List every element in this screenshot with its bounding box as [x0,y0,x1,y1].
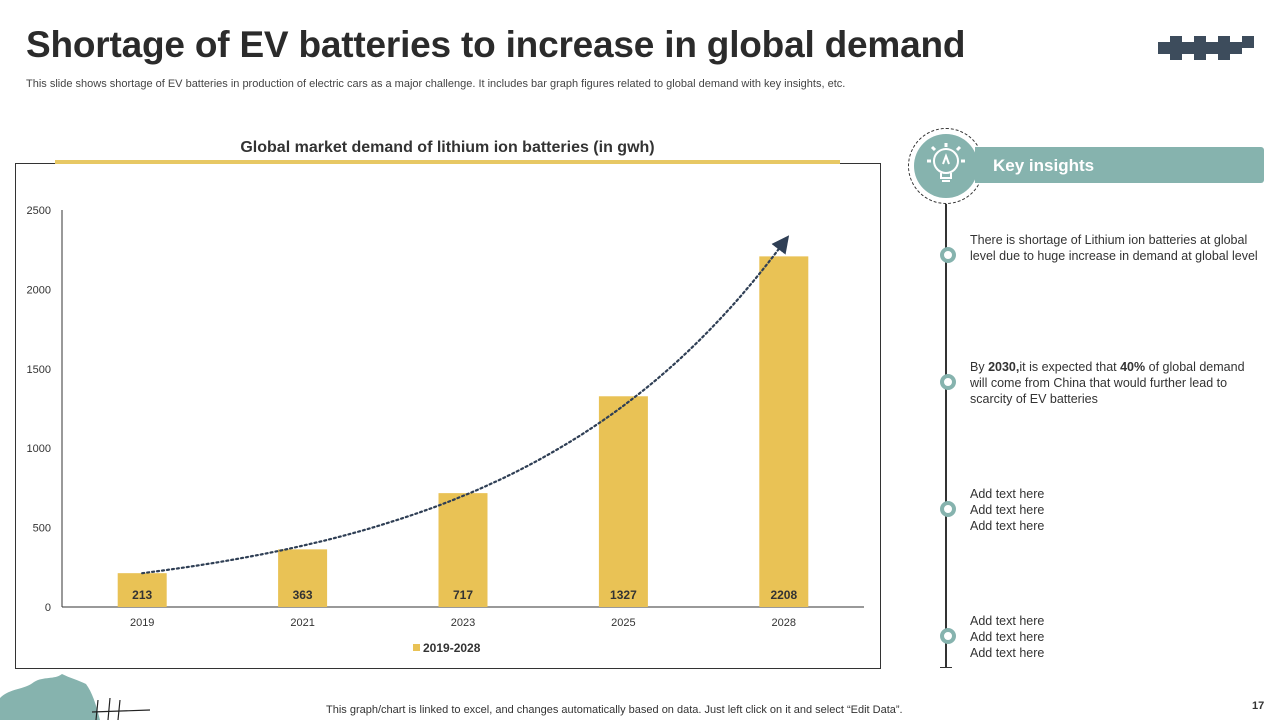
key-insights-title: Key insights [993,156,1095,175]
insight-4-line[interactable]: Add text here [970,646,1045,660]
chart-title: Global market demand of lithium ion batt… [240,139,655,156]
key-insights-header: Key insights [975,147,1264,183]
insights-icon-circle [914,134,978,198]
insight-2-percent: 40% [1120,360,1146,374]
insight-3-line[interactable]: Add text here [970,487,1045,501]
trendline [141,235,790,575]
x-tick-label: 2025 [611,617,635,629]
bar[interactable] [278,549,328,607]
timeline-end-tick [940,667,952,668]
timeline-dot [940,247,956,263]
y-tick-label: 0 [45,602,51,614]
bar-data-label: 363 [293,588,313,602]
lightbulb-gear-icon [927,143,965,182]
insight-1-text: There is shortage of Lithium ion batteri… [970,233,1258,263]
insight-2: By 2030,it is expected that 40% of globa… [970,359,1260,407]
x-tick-label: 2023 [451,617,475,629]
insight-2-text: of global demand will come from China th… [970,360,1245,406]
bar[interactable] [759,256,809,607]
insight-3-line[interactable]: Add text here [970,519,1045,533]
legend-label: 2019-2028 [423,641,481,655]
timeline-dot [940,374,956,390]
insight-4-line[interactable]: Add text here [970,630,1045,644]
insight-2-text: it is expected that [1019,360,1121,374]
legend-swatch [413,644,420,651]
bar[interactable] [117,573,167,607]
x-tick-label: 2019 [130,617,154,629]
checker-decoration-icon [1158,36,1254,60]
y-tick-label: 2000 [27,284,51,296]
bar[interactable] [598,396,648,607]
page-number: 17 [1252,700,1265,712]
insight-4-line[interactable]: Add text here [970,614,1045,628]
page-title: Shortage of EV batteries to increase in … [26,24,966,65]
x-tick-label: 2028 [772,617,796,629]
insight-2-text: By [970,360,989,374]
insight-4[interactable]: Add text here Add text here Add text her… [970,613,1260,661]
bar-data-label: 213 [132,588,152,602]
y-tick-label: 1000 [27,443,51,455]
insight-1: There is shortage of Lithium ion batteri… [970,232,1260,264]
bar-data-label: 1327 [610,588,637,602]
page-subtitle: This slide shows shortage of EV batterie… [26,78,846,90]
y-tick-label: 1500 [27,364,51,376]
bar-data-label: 2208 [770,588,797,602]
insight-3-line[interactable]: Add text here [970,503,1045,517]
timeline-dot [940,501,956,517]
bar-data-label: 717 [453,588,473,602]
paint-splash-decoration [0,674,151,720]
y-tick-label: 500 [33,523,51,535]
footer-note: This graph/chart is linked to excel, and… [326,704,903,716]
x-tick-label: 2021 [290,617,314,629]
y-tick-label: 2500 [27,205,51,217]
timeline-dot [940,628,956,644]
timeline-line [945,204,947,668]
insight-3[interactable]: Add text here Add text here Add text her… [970,486,1260,534]
insight-2-year: 2030, [988,360,1020,374]
bar[interactable] [438,493,488,607]
chart-title-underline [55,160,840,164]
